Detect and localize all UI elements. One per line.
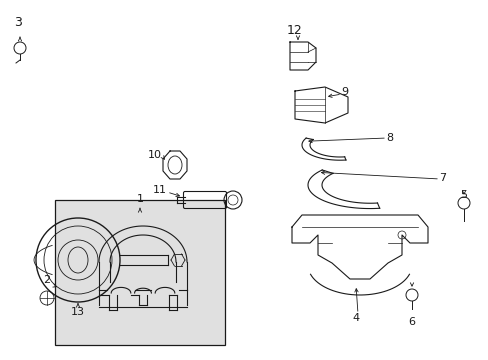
Text: 7: 7 — [439, 173, 446, 183]
Text: 13: 13 — [71, 307, 85, 317]
Text: 1: 1 — [136, 194, 143, 204]
Text: 5: 5 — [460, 190, 467, 200]
Text: 11: 11 — [153, 185, 167, 195]
Text: 12: 12 — [286, 23, 302, 36]
Text: 8: 8 — [386, 133, 393, 143]
Text: 3: 3 — [14, 15, 22, 28]
Text: 6: 6 — [407, 317, 415, 327]
Text: 4: 4 — [352, 313, 359, 323]
Text: 10: 10 — [148, 150, 162, 160]
FancyBboxPatch shape — [55, 200, 224, 345]
Text: 2: 2 — [43, 275, 50, 285]
Text: 9: 9 — [341, 87, 348, 97]
